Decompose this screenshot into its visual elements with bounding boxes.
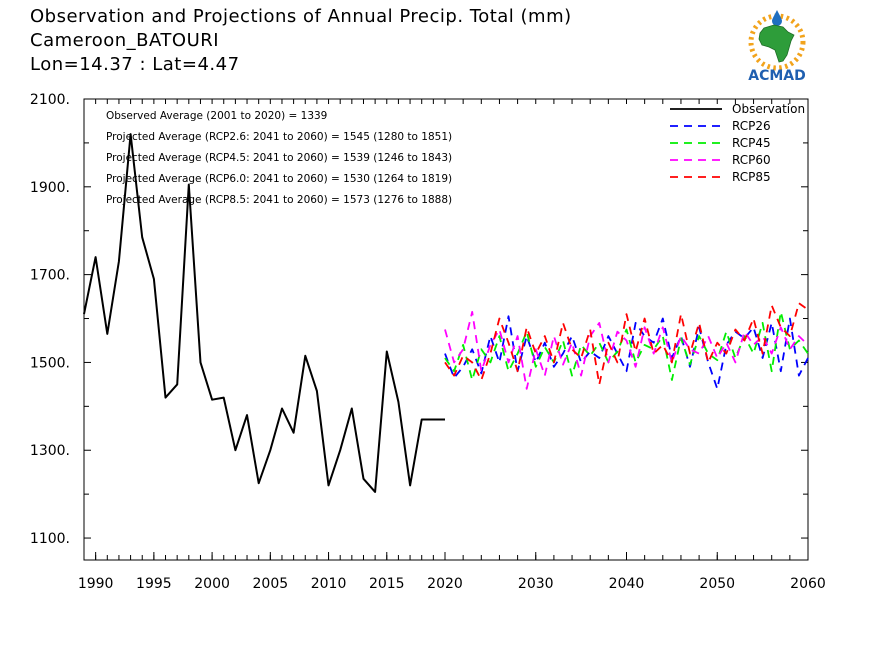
legend-label: RCP45: [732, 136, 771, 150]
legend-label: RCP85: [732, 170, 771, 184]
x-tick-label: 2015: [369, 576, 405, 592]
acmad-logo: ACMAD: [748, 10, 806, 84]
chart-title: Observation and Projections of Annual Pr…: [30, 6, 572, 27]
y-tick-label: 2100.: [30, 92, 70, 108]
average-annotation: Projected Average (RCP2.6: 2041 to 2060)…: [106, 131, 452, 143]
x-tick-label: 2010: [311, 576, 347, 592]
logo-text: ACMAD: [748, 68, 806, 84]
y-tick-label: 1500.: [30, 355, 70, 371]
x-tick-label: 2060: [790, 576, 826, 592]
series-line-rcp26: [444, 315, 809, 390]
x-tick-label: 2000: [194, 576, 230, 592]
series-line-rcp45: [444, 310, 809, 381]
y-tick-label: 1900.: [30, 180, 70, 196]
x-tick-label: 2020: [427, 576, 463, 592]
location-name: Cameroon_BATOURI: [30, 30, 220, 51]
y-tick-label: 1700.: [30, 268, 70, 284]
location-coordinates: Lon=14.37 : Lat=4.47: [30, 54, 240, 75]
x-tick-label: 2040: [609, 576, 645, 592]
series-line-rcp60: [444, 310, 809, 390]
legend-label: RCP26: [732, 119, 771, 133]
x-tick-label: 2030: [518, 576, 554, 592]
average-annotation: Observed Average (2001 to 2020) = 1339: [106, 110, 327, 122]
average-annotation: Projected Average (RCP4.5: 2041 to 2060)…: [106, 152, 452, 164]
series-line-observation: [83, 133, 445, 493]
series-line-rcp85: [444, 302, 809, 386]
y-tick-label: 1300.: [30, 443, 70, 459]
axes: 1100. 1300. 1500. 1700. 1900. 2100. 1990 1995 20…: [30, 92, 826, 592]
y-tick-label: 1100.: [30, 531, 70, 547]
series-lines: [83, 133, 809, 493]
legend-label: Observation: [732, 102, 805, 116]
annotations: Observed Average (2001 to 2020) = 1339 Pr…: [106, 110, 452, 206]
water-drop-icon: [772, 10, 782, 26]
x-tick-label: 1990: [78, 576, 114, 592]
legend-label: RCP60: [732, 153, 771, 167]
x-tick-label: 1995: [136, 576, 172, 592]
average-annotation: Projected Average (RCP6.0: 2041 to 2060)…: [106, 173, 452, 185]
africa-map-icon: [758, 24, 795, 63]
x-tick-label: 2050: [699, 576, 735, 592]
plot-frame: [83, 98, 809, 561]
average-annotation: Projected Average (RCP8.5: 2041 to 2060)…: [106, 194, 452, 206]
legend: Observation RCP26 RCP45 RCP60 RCP85: [670, 102, 805, 184]
x-tick-label: 2005: [253, 576, 289, 592]
